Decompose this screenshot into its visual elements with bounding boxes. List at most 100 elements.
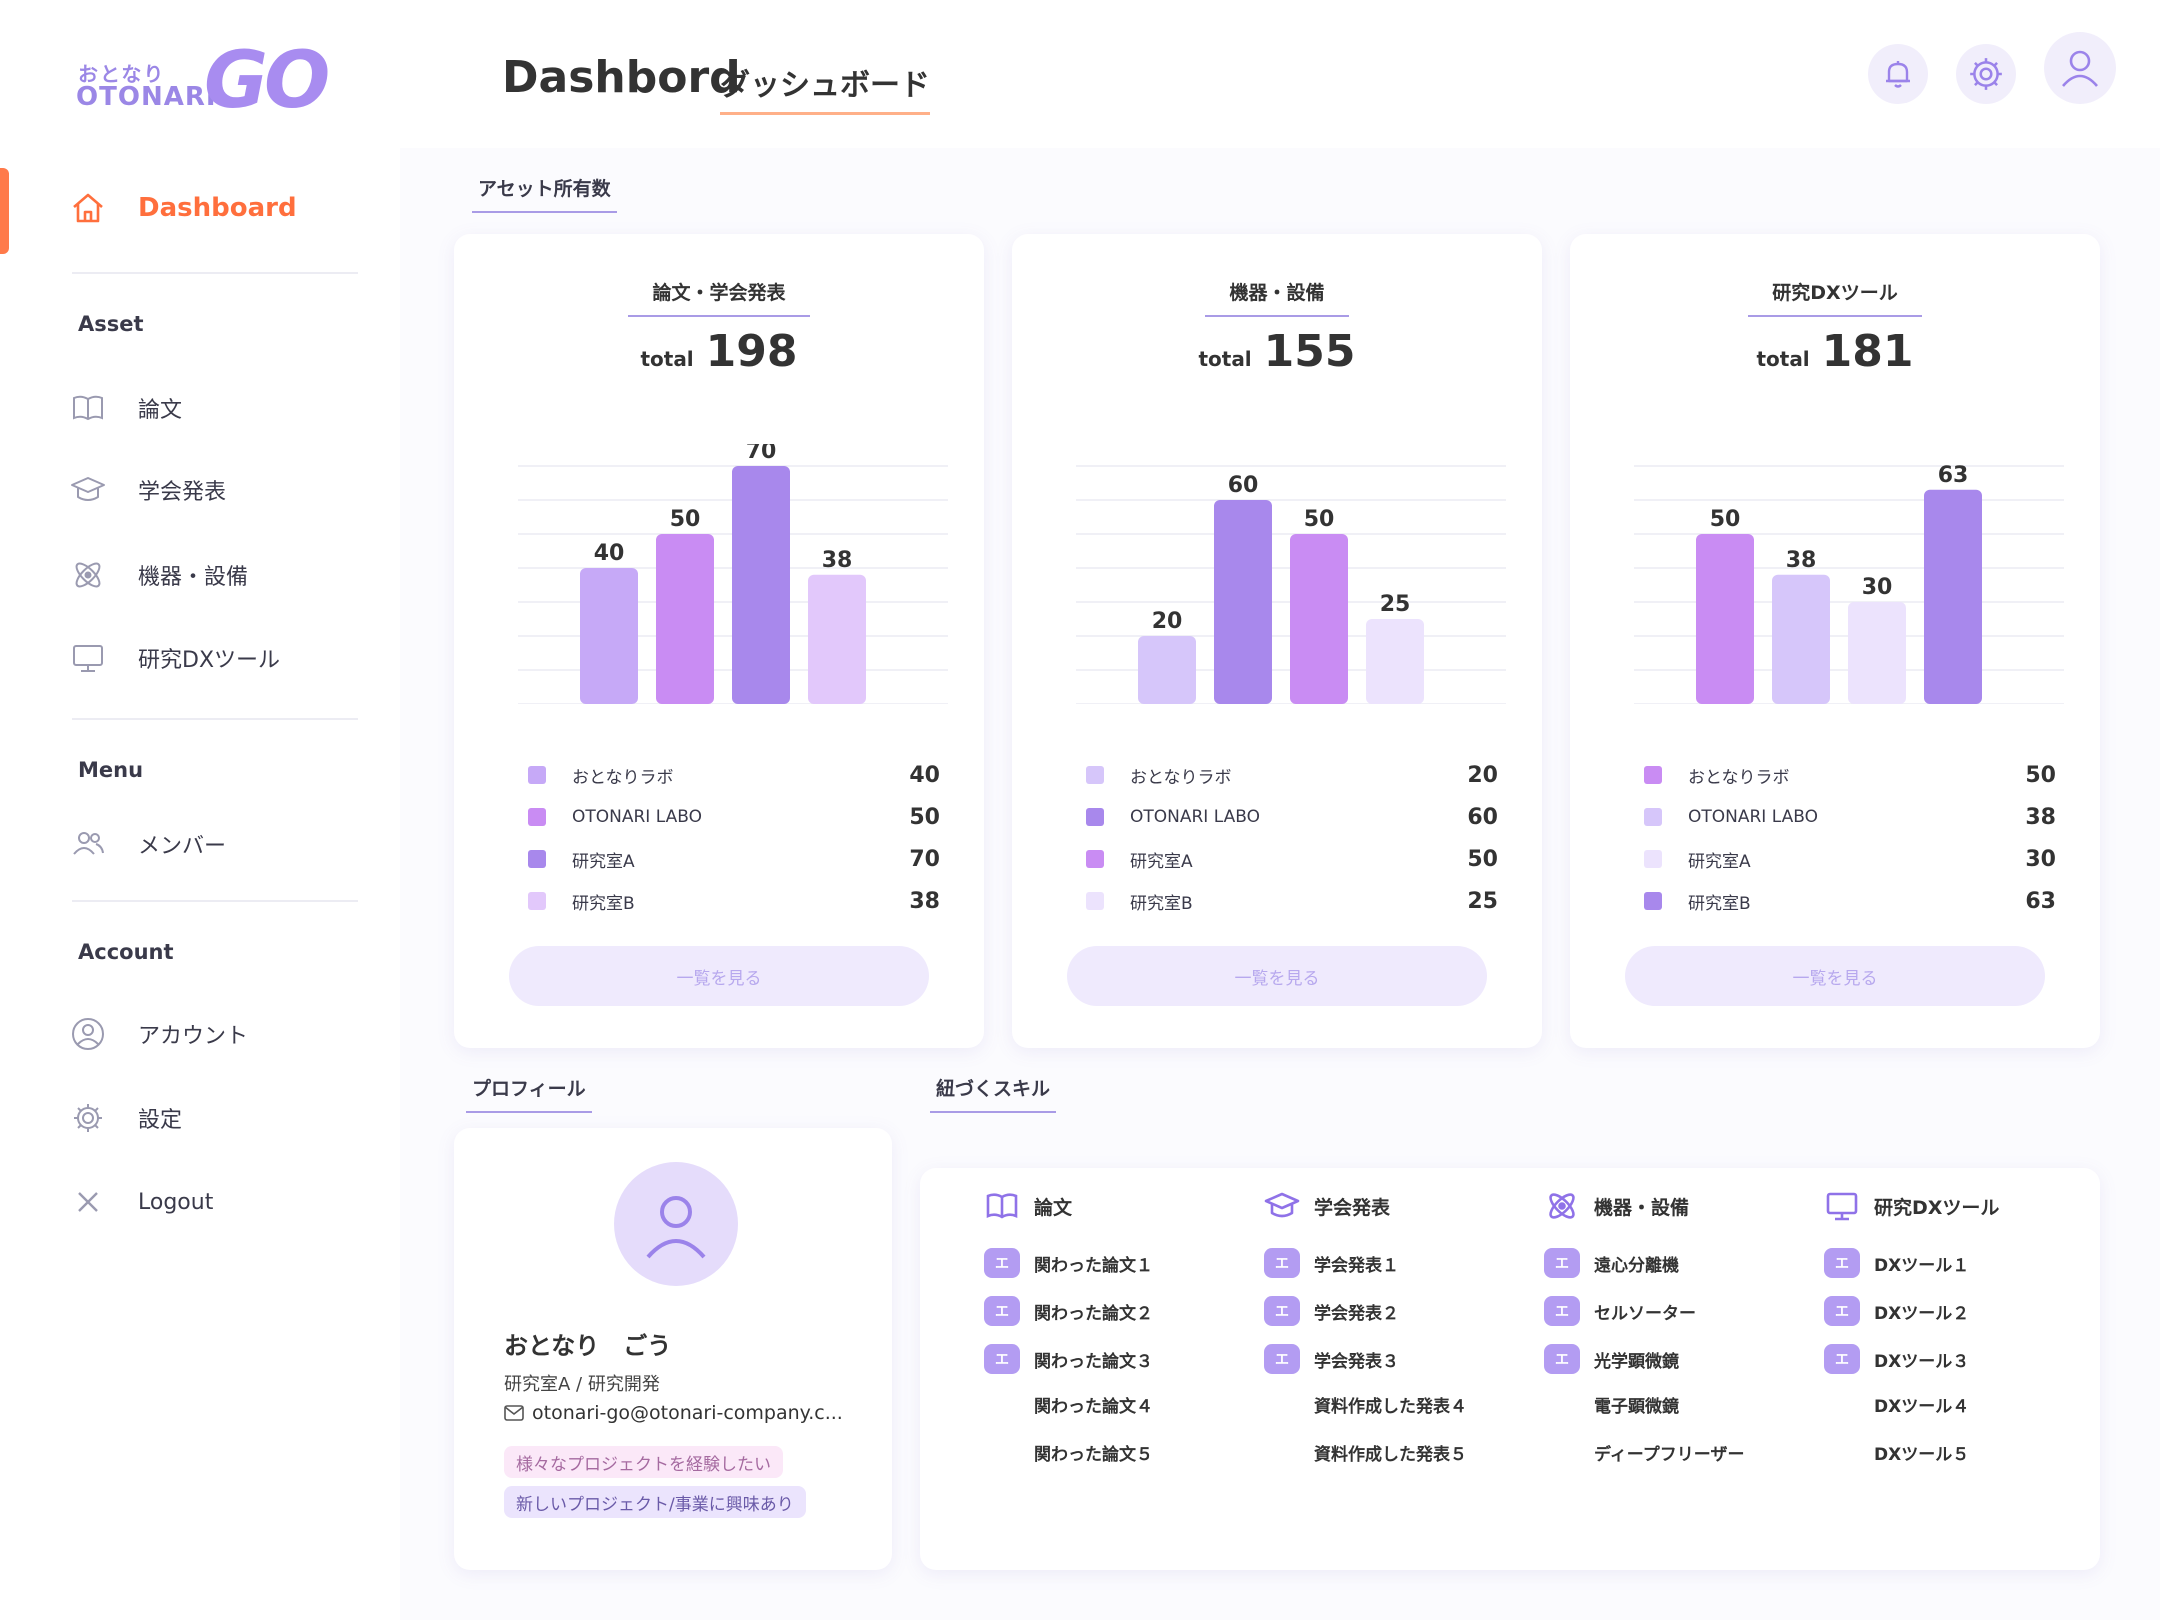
legend-row: おとなりラボ 40 (528, 754, 940, 796)
sidebar-item-label: Logout (138, 1189, 214, 1215)
book-icon (73, 395, 103, 421)
skill-item[interactable]: DXツール４ (1824, 1392, 1969, 1417)
skill-item[interactable]: 電子顕微鏡 (1544, 1392, 1679, 1417)
legend-row: おとなりラボ 50 (1644, 754, 2056, 796)
skill-item-label: 学会発表１ (1314, 1255, 1399, 1276)
skill-item-label: ディープフリーザー (1594, 1445, 1745, 1465)
card-title: 論文・学会発表 (628, 278, 810, 317)
chart-bar (1366, 619, 1424, 704)
atom-icon (1549, 1193, 1575, 1219)
skills-card: 論文エ関わった論文１ エ関わった論文２ エ関わった論文３ 関わった論文４ 関わった論文５… (920, 1168, 2100, 1570)
legend-value: 50 (2025, 762, 2056, 788)
chart-legend: おとなりラボ 50 OTONARI LABO 38 研究室A 30 研究室B 63 (1644, 754, 2056, 922)
legend-row: 研究室A 70 (528, 838, 940, 880)
skill-item-label: DXツール５ (1874, 1445, 1970, 1465)
legend-row: 研究室A 50 (1086, 838, 1498, 880)
skill-badge: エ (984, 1296, 1020, 1326)
sidebar-item-members[interactable]: メンバー (70, 826, 226, 862)
sidebar-item-papers[interactable]: 論文 (70, 390, 182, 426)
skill-item-label: 関わった論文３ (1034, 1351, 1153, 1372)
user-avatar-button[interactable] (2044, 32, 2116, 104)
skill-item[interactable]: 関わった論文４ (984, 1392, 1153, 1417)
bar-value-label: 60 (1228, 473, 1259, 498)
bar-value-label: 40 (594, 541, 625, 566)
skill-item-label: 光学顕微鏡 (1594, 1351, 1679, 1372)
legend-value: 63 (2025, 888, 2056, 914)
skill-item[interactable]: エ関わった論文２ (984, 1296, 1153, 1326)
chart-bar (1696, 534, 1754, 704)
skill-item[interactable]: エ学会発表１ (1264, 1248, 1399, 1278)
home-icon (73, 193, 103, 223)
monitor-icon (73, 645, 103, 672)
profile-name: おとなり ごう (504, 1332, 672, 1360)
legend-label: 研究室A (572, 851, 635, 872)
bar-value-label: 38 (822, 548, 853, 573)
bar-value-label: 25 (1380, 592, 1411, 617)
skill-item[interactable]: エ光学顕微鏡 (1544, 1344, 1679, 1374)
skill-item-label: 関わった論文２ (1034, 1303, 1153, 1324)
sidebar-item-logout[interactable]: Logout (70, 1184, 213, 1220)
sidebar-item-settings[interactable]: 設定 (70, 1100, 182, 1136)
chart-bar (808, 574, 866, 704)
chart-bar (1848, 602, 1906, 704)
settings-button[interactable] (1956, 44, 2016, 104)
legend-row: おとなりラボ 20 (1086, 754, 1498, 796)
skill-badge: エ (1264, 1248, 1300, 1278)
skill-item[interactable]: エ関わった論文１ (984, 1248, 1153, 1278)
view-list-button[interactable]: 一覧を見る (1625, 946, 2045, 1006)
user-circle-icon (72, 1018, 104, 1050)
skill-item-label: 電子顕微鏡 (1594, 1397, 1679, 1417)
atom-icon (75, 562, 101, 588)
bar-value-label: 30 (1862, 575, 1893, 600)
view-list-button[interactable]: 一覧を見る (1067, 946, 1487, 1006)
skill-column-header: 機器・設備 (1544, 1188, 1689, 1224)
chart-legend: おとなりラボ 40 OTONARI LABO 50 研究室A 70 研究室B 38 (528, 754, 940, 922)
total-label: total (640, 347, 694, 371)
close-icon (78, 1192, 98, 1212)
skill-item[interactable]: エ DXツール３ (1824, 1344, 1969, 1374)
skill-item[interactable]: 資料作成した発表５ (1264, 1440, 1467, 1465)
skill-column-title: 学会発表 (1314, 1196, 1391, 1219)
view-list-button[interactable]: 一覧を見る (509, 946, 929, 1006)
asset-card-dx-tools: 研究DXツール total 181 50 38 30 63 おとなりラボ 50 OTONAR… (1570, 234, 2100, 1048)
legend-row: OTONARI LABO 60 (1086, 796, 1498, 838)
skill-item-label: 関わった論文４ (1034, 1397, 1153, 1417)
skill-item[interactable]: エ学会発表２ (1264, 1296, 1399, 1326)
legend-label: OTONARI LABO (572, 807, 702, 827)
skill-item[interactable]: エ学会発表３ (1264, 1344, 1399, 1374)
bar-value-label: 50 (670, 507, 701, 532)
card-title-wrap: 研究DXツール (1570, 278, 2100, 317)
profile-avatar (614, 1162, 738, 1286)
skill-item[interactable]: エ DXツール１ (1824, 1248, 1969, 1278)
sidebar-item-dashboard[interactable]: Dashboard (70, 190, 297, 226)
legend-row: OTONARI LABO 50 (528, 796, 940, 838)
skill-column-title: 論文 (1034, 1196, 1073, 1219)
legend-row: OTONARI LABO 38 (1644, 796, 2056, 838)
sidebar-item-dx-tools[interactable]: 研究DXツール (70, 640, 280, 676)
book-icon (986, 1193, 1018, 1219)
legend-value: 50 (909, 804, 940, 830)
skill-item[interactable]: エセルソーター (1544, 1296, 1696, 1326)
legend-row: 研究室B 25 (1086, 880, 1498, 922)
legend-label: OTONARI LABO (1130, 807, 1260, 827)
sidebar-item-label: メンバー (138, 834, 227, 859)
legend-row: 研究室A 30 (1644, 838, 2056, 880)
skill-item[interactable]: 関わった論文５ (984, 1440, 1153, 1465)
sidebar-item-account[interactable]: アカウント (70, 1016, 248, 1052)
logo-subtext: おとなり (78, 62, 166, 86)
profile-tag: 新しいプロジェクト/事業に興味あり (504, 1486, 806, 1518)
notifications-button[interactable] (1868, 44, 1928, 104)
skill-item[interactable]: エ DXツール２ (1824, 1296, 1969, 1326)
bar-value-label: 50 (1304, 507, 1335, 532)
skill-column: 研究DXツールエ DXツール１ エ DXツール２ エ DXツール３ DXツール４ DXツール５ (1824, 1168, 2084, 1568)
skill-item[interactable]: DXツール５ (1824, 1440, 1969, 1465)
sidebar-item-conference[interactable]: 学会発表 (70, 472, 226, 508)
skill-item[interactable]: エ遠心分離機 (1544, 1248, 1679, 1278)
sidebar-item-equipment[interactable]: 機器・設備 (70, 557, 248, 593)
skill-column-header: 論文 (984, 1188, 1072, 1224)
skill-item[interactable]: 資料作成した発表４ (1264, 1392, 1467, 1417)
skill-badge: エ (984, 1344, 1020, 1374)
card-title: 研究DXツール (1748, 278, 1922, 317)
skill-item[interactable]: ディープフリーザー (1544, 1440, 1744, 1465)
skill-item[interactable]: エ関わった論文３ (984, 1344, 1153, 1374)
